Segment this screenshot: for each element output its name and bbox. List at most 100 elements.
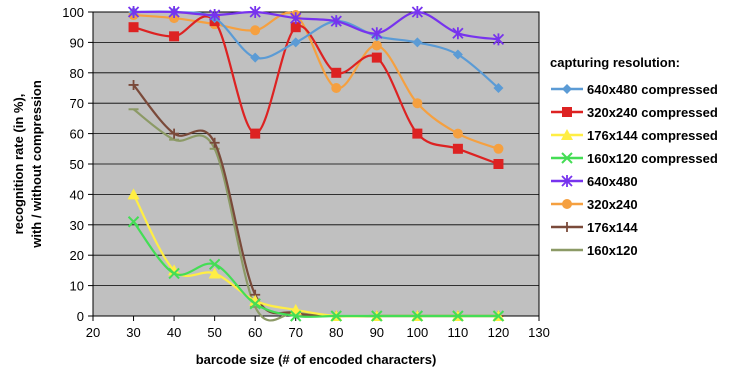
legend-marker [561, 129, 573, 140]
data-point [371, 310, 383, 322]
data-point [330, 15, 342, 28]
triangle-marker [208, 267, 221, 279]
data-point [250, 25, 261, 36]
data-point [249, 294, 262, 306]
data-point [249, 6, 261, 18]
legend-item: 160x120 [551, 243, 638, 258]
legend-item: 640x480 [551, 174, 638, 189]
square-marker [290, 22, 301, 33]
plus-marker [128, 79, 139, 90]
circle-marker [452, 128, 463, 139]
data-point [493, 159, 504, 169]
legend-item: 176x144 compressed [551, 128, 718, 143]
diamond-marker [452, 49, 463, 60]
legend-label: 176x144 [587, 220, 638, 235]
x-marker [208, 258, 221, 271]
square-marker [331, 67, 342, 78]
circle-marker [562, 199, 572, 209]
data-point [208, 9, 221, 22]
y-tick-label: 60 [70, 127, 84, 142]
data-point [492, 33, 505, 46]
data-point [250, 52, 261, 63]
data-point [168, 6, 180, 18]
legend-marker [562, 107, 572, 117]
x-tick-label: 80 [329, 325, 343, 340]
data-point [290, 12, 302, 25]
data-point [331, 67, 342, 78]
data-point [412, 128, 423, 139]
data-point [412, 98, 423, 109]
square-marker [128, 22, 139, 33]
data-point [492, 310, 505, 322]
star-marker [249, 6, 261, 18]
legend-label: 176x144 compressed [587, 128, 718, 143]
x-axis-title: barcode size (# of encoded characters) [196, 352, 437, 367]
data-point [127, 216, 140, 228]
star-marker [561, 175, 573, 187]
legend-item: 160x120 compressed [551, 151, 718, 166]
star-marker [168, 6, 180, 18]
series-line [133, 10, 500, 89]
data-point [168, 267, 180, 280]
series-line [132, 221, 499, 318]
x-marker [330, 310, 342, 322]
data-point [169, 31, 180, 42]
legend-item: 176x144 [551, 220, 638, 235]
data-point [411, 310, 424, 322]
data-point [250, 128, 261, 139]
data-point [208, 258, 221, 271]
data-point [371, 52, 382, 63]
y-tick-label: 30 [70, 218, 84, 233]
data-point [371, 40, 382, 51]
tick-labels: 0 10 20 30 40 50 60 70 80 90 100 20 30 40 50 60 70 80 90 10… [62, 5, 550, 340]
legend: 640x480 compressed 320x240 compressed 176x… [551, 82, 718, 258]
square-marker [371, 52, 382, 63]
triangle-marker [561, 129, 573, 140]
data-point [452, 128, 463, 139]
data-point [290, 310, 302, 322]
circle-marker [250, 25, 261, 36]
data-point [330, 310, 342, 322]
data-point [452, 143, 463, 154]
star-marker [371, 27, 383, 40]
y-axis-title-line-2: with / without compression [29, 80, 44, 249]
data-point [127, 188, 140, 200]
y-tick-label: 90 [70, 35, 84, 50]
legend-label: 640x480 [587, 174, 638, 189]
star-marker [127, 6, 140, 18]
y-tick-label: 40 [70, 187, 84, 202]
legend-marker [562, 222, 572, 232]
circle-marker [371, 40, 382, 51]
x-tick-label: 40 [167, 325, 181, 340]
legend-marker [562, 84, 572, 94]
plus-marker [169, 128, 180, 139]
triangle-marker [249, 294, 262, 306]
x-tick-label: 30 [126, 325, 140, 340]
x-tick-label: 70 [288, 325, 302, 340]
x-tick-label: 20 [86, 325, 100, 340]
y-tick-label: 0 [77, 309, 84, 324]
data-point [169, 128, 180, 139]
circle-marker [412, 98, 423, 109]
data-point [411, 6, 424, 18]
data-point [493, 83, 504, 93]
x-tick-label: 90 [370, 325, 384, 340]
legend-item: 320x240 compressed [551, 105, 718, 120]
diamond-marker [562, 84, 572, 94]
diamond-marker [493, 83, 504, 93]
star-marker [330, 15, 342, 28]
legend-label: 320x240 [587, 197, 638, 212]
x-tick-label: 110 [448, 325, 469, 340]
x-marker [371, 310, 383, 322]
circle-marker [493, 143, 504, 154]
square-marker [452, 143, 463, 154]
legend-item: 320x240 [551, 197, 638, 212]
plus-marker [562, 222, 572, 232]
data-point [290, 22, 301, 33]
x-tick-label: 130 [528, 325, 550, 340]
diamond-marker [290, 37, 301, 48]
data-point [128, 79, 139, 90]
series-line [133, 11, 499, 150]
x-tick-label: 120 [488, 325, 510, 340]
square-marker [250, 128, 261, 139]
